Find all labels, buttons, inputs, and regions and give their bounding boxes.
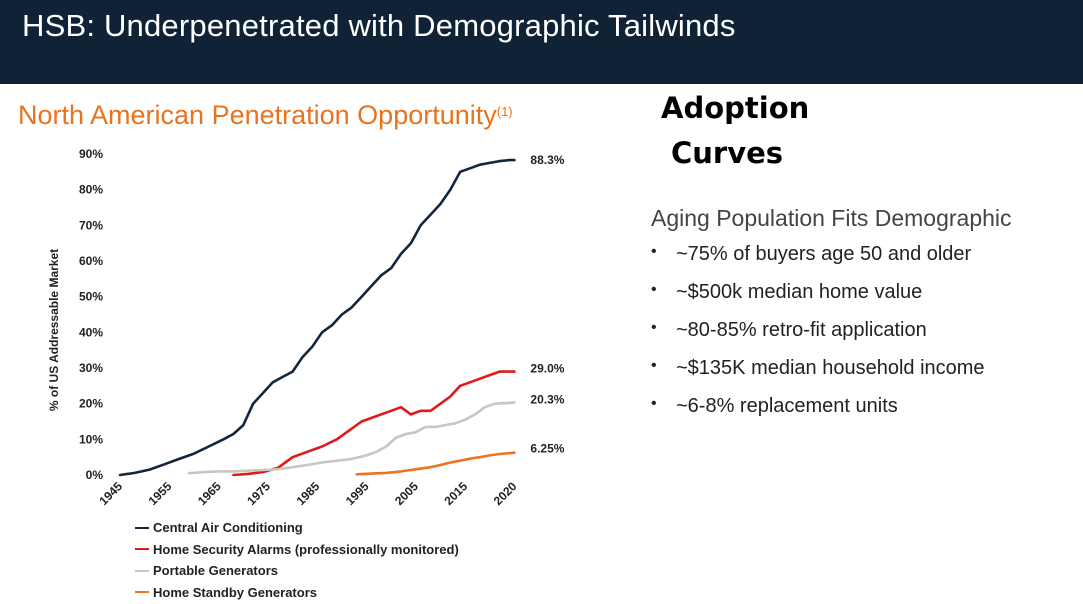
x-tick-label: 1945 <box>96 479 125 508</box>
adoption-curves-heading: Adoption Curves <box>661 86 809 176</box>
x-tick-label: 1985 <box>294 479 323 508</box>
bullet-text: ~80-85% retro-fit application <box>676 319 927 341</box>
series-line <box>232 370 516 477</box>
title-bar: HSB: Underpenetrated with Demographic Ta… <box>0 0 1083 84</box>
chart-legend: Central Air Conditioning Home Security Al… <box>135 517 459 603</box>
x-tick-label: 1965 <box>195 479 224 508</box>
y-tick-label: 40% <box>79 325 103 339</box>
x-tick-label: 2020 <box>491 479 520 508</box>
x-axis: 1945 1955 1965 1975 1985 1995 2005 2015 2020 <box>96 479 519 508</box>
y-tick-label: 60% <box>79 254 103 268</box>
legend-swatch <box>135 569 149 572</box>
series-end-label: 20.3% <box>530 393 564 407</box>
legend-label: Home Standby Generators <box>153 584 317 600</box>
series-line <box>118 158 516 477</box>
bullet-dot: • <box>651 395 657 412</box>
bullet-text: ~6-8% replacement units <box>676 395 898 417</box>
y-tick-label: 50% <box>79 290 103 304</box>
legend-swatch <box>135 526 149 529</box>
y-tick-label: 10% <box>79 432 103 446</box>
series-end-label: 88.3% <box>530 153 564 167</box>
legend-item: Home Standby Generators <box>135 582 459 604</box>
x-tick-label: 1995 <box>343 479 372 508</box>
x-tick-label: 2005 <box>392 479 421 508</box>
y-tick-label: 90% <box>79 147 103 161</box>
y-axis: 0% 10% 20% 30% 40% 50% 60% 70% 80% 90% <box>79 147 103 482</box>
x-tick-label: 1975 <box>244 479 273 508</box>
legend-item: Portable Generators <box>135 560 459 582</box>
series-line <box>187 401 516 475</box>
chart-title-footnote: (1) <box>496 104 513 119</box>
bullet-dot: • <box>651 281 657 298</box>
legend-swatch <box>135 591 149 594</box>
bullet-text: ~$500k median home value <box>676 281 923 303</box>
bullet-dot: • <box>651 243 657 260</box>
y-tick-label: 20% <box>79 397 103 411</box>
slide-title: HSB: Underpenetrated with Demographic Ta… <box>22 8 736 43</box>
y-tick-label: 0% <box>86 468 104 482</box>
legend-item: Central Air Conditioning <box>135 517 459 539</box>
legend-label: Home Security Alarms (professionally mon… <box>153 541 459 557</box>
bullet-text: ~$135K median household income <box>676 357 985 379</box>
x-tick-label: 1955 <box>146 479 175 508</box>
series-line <box>355 451 516 476</box>
y-axis-label: % of US Addressable Market <box>47 249 61 411</box>
y-tick-label: 80% <box>79 183 103 197</box>
legend-label: Portable Generators <box>153 563 278 579</box>
chart-title: North American Penetration Opportunity(1… <box>18 100 513 131</box>
chart-title-text: North American Penetration Opportunity <box>18 100 497 130</box>
end-labels: 88.3% 29.0% 20.3% 6.25% <box>530 153 564 456</box>
legend-label: Central Air Conditioning <box>153 520 303 536</box>
legend-swatch <box>135 548 149 551</box>
series-lines <box>118 158 516 477</box>
series-end-label: 6.25% <box>530 442 564 456</box>
demographic-heading: Aging Population Fits Demographic <box>651 205 1012 231</box>
y-tick-label: 30% <box>79 361 103 375</box>
legend-item: Home Security Alarms (professionally mon… <box>135 539 459 561</box>
bullet-text: ~75% of buyers age 50 and older <box>676 243 972 265</box>
bullet-dot: • <box>651 357 657 374</box>
bullet-dot: • <box>651 319 657 336</box>
y-tick-label: 70% <box>79 218 103 232</box>
adoption-line-1: Adoption <box>661 91 810 125</box>
adoption-curves-chart: 0%10%20%30%40%50%60%70%80%90% 1945 1955 19… <box>47 147 565 508</box>
adoption-line-2: Curves <box>671 136 784 170</box>
series-end-label: 29.0% <box>530 362 564 376</box>
x-tick-label: 2015 <box>441 479 470 508</box>
